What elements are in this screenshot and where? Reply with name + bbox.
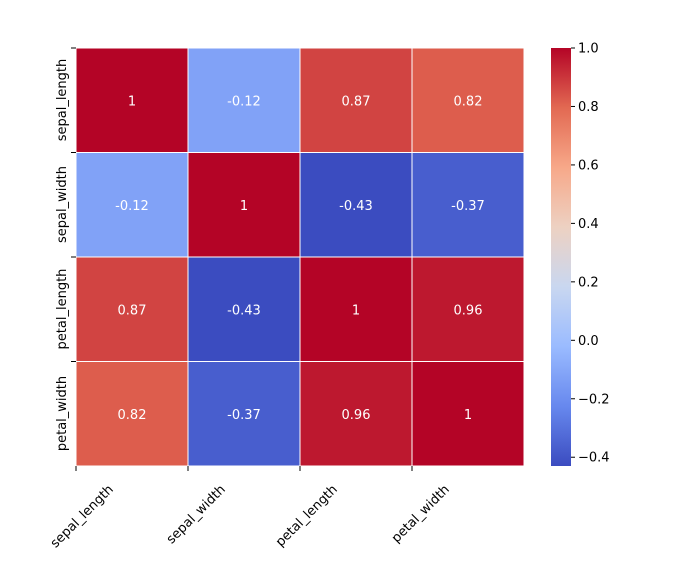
cell-value-label: -0.43 (339, 199, 373, 214)
cell-value-label: 1 (464, 408, 472, 423)
heatmap-cell (75, 361, 189, 467)
cell-value-label: -0.37 (451, 199, 485, 214)
cell-value-label: -0.37 (227, 408, 261, 423)
colorbar-tick-label: −0.4 (578, 451, 610, 466)
y-axis: sepal_length sepal_width petal_lengthpetal… (55, 47, 76, 451)
x-tick-label: sepal_length (48, 482, 117, 551)
y-tick-label: sepal_length (55, 59, 70, 142)
y-tick-label: petal_length (55, 269, 70, 350)
x-axis: sepal_length sepal_width petal_length petal… (48, 466, 453, 551)
cell-value-label: -0.12 (227, 94, 261, 109)
heatmap-cell (299, 361, 413, 467)
heatmap-cell (411, 361, 525, 467)
colorbar-tick-label: −0.2 (578, 392, 610, 407)
heatmap-cell (75, 152, 189, 258)
colorbar-gradient (551, 48, 571, 466)
cell-value-label: 0.96 (342, 408, 371, 423)
x-tick-label: sepal_width (164, 482, 229, 547)
colorbar: 1.0 0.8 0.6 0.4 0.2 0.0 −0.2 −0.4 (551, 42, 610, 466)
heatmap-cell (187, 47, 301, 153)
colorbar-tick-label: 0.8 (578, 100, 599, 115)
heatmap-cells: 1 -0.12 0.87 0.82 -0.12 1 -0.43 -0.37 0.87 -0.43 1… (75, 47, 525, 467)
heatmap-cell (411, 152, 525, 258)
heatmap-cell (411, 256, 525, 362)
heatmap-cell (75, 47, 189, 153)
cell-value-label: 1 (352, 303, 360, 318)
x-tick-label: petal_width (389, 482, 453, 546)
colorbar-tick-label: 0.2 (578, 275, 599, 290)
heatmap-cell (299, 47, 413, 153)
cell-value-label: -0.43 (227, 303, 261, 318)
heatmap-cell (187, 152, 301, 258)
cell-value-label: 0.87 (342, 94, 371, 109)
x-tick-label: petal_length (273, 482, 341, 550)
cell-value-label: 0.87 (118, 303, 147, 318)
heatmap-cell (187, 256, 301, 362)
y-tick-label: petal_width (55, 376, 70, 451)
cell-value-label: 0.82 (118, 408, 147, 423)
cell-value-label: 1 (128, 94, 136, 109)
cell-value-label: -0.12 (115, 199, 149, 214)
colorbar-tick-label: 0.4 (578, 217, 599, 232)
y-tick-label: sepal_width (55, 166, 70, 243)
cell-value-label: 0.82 (454, 94, 483, 109)
colorbar-tick-label: 1.0 (578, 42, 599, 57)
colorbar-tick-label: 0.6 (578, 158, 599, 173)
cell-value-label: 0.96 (454, 303, 483, 318)
heatmap-cell (411, 47, 525, 153)
heatmap-cell (187, 361, 301, 467)
colorbar-tick-label: 0.0 (578, 334, 599, 349)
cell-value-label: 1 (240, 199, 248, 214)
